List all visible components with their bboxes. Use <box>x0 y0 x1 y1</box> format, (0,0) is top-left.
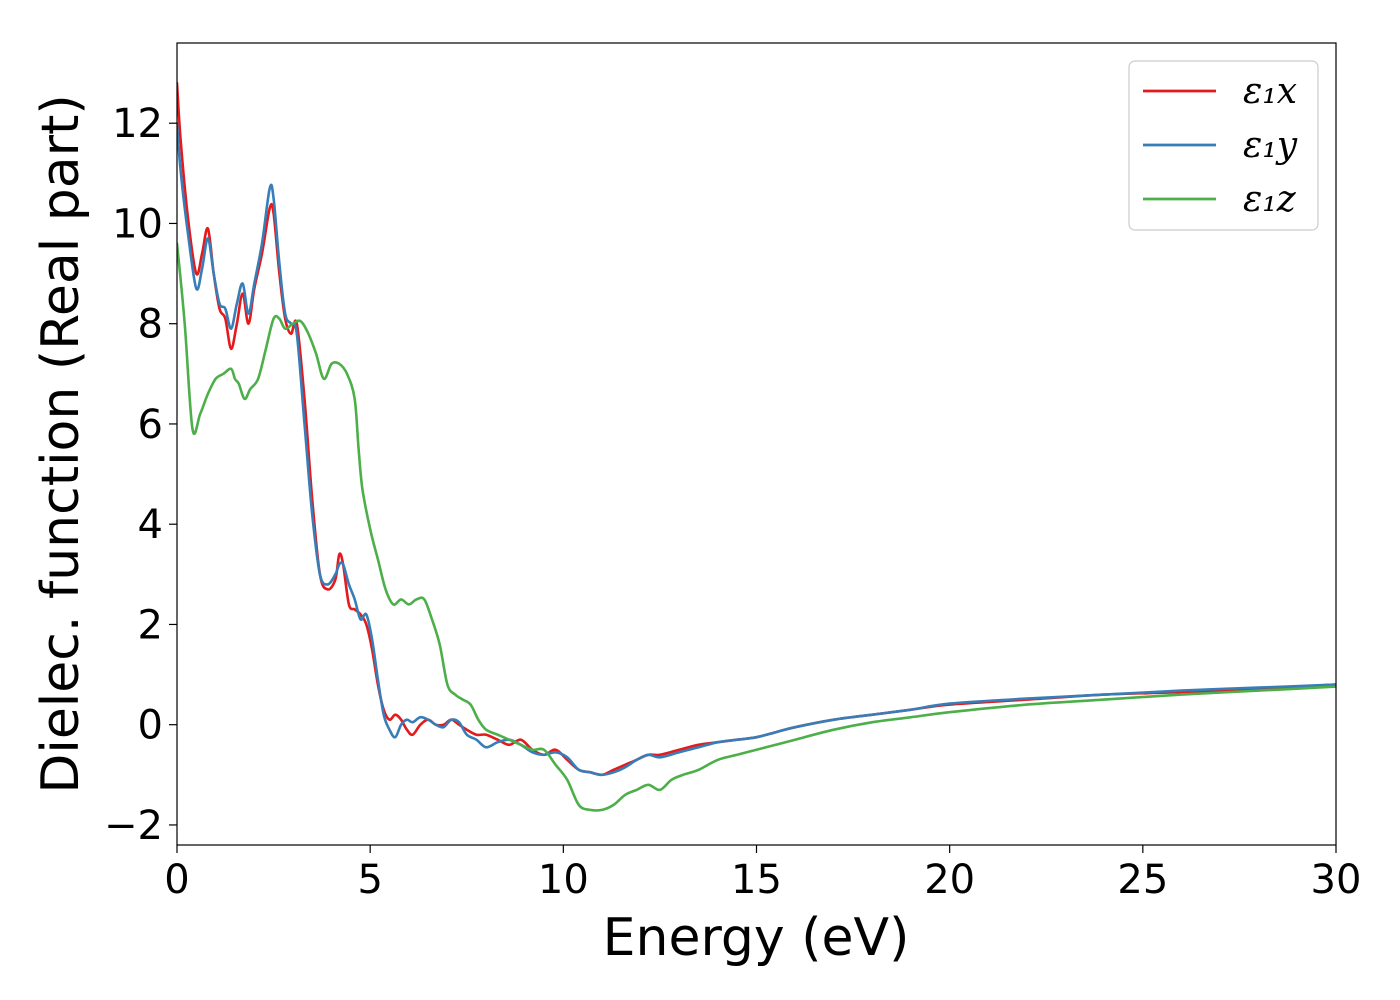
x-tick-label: 20 <box>924 857 975 903</box>
legend-label-2: ε₁z <box>1243 179 1297 220</box>
x-tick-label: 10 <box>538 857 589 903</box>
y-tick-label: 8 <box>138 302 163 348</box>
legend: ε₁x ε₁y ε₁z <box>1128 60 1319 231</box>
legend-label-0: ε₁x <box>1243 71 1297 112</box>
y-tick-label: 0 <box>138 703 163 749</box>
x-tick-label: 30 <box>1311 857 1362 903</box>
y-tick-label: −2 <box>104 803 163 849</box>
y-tick-label: 10 <box>112 201 163 247</box>
x-tick-label: 25 <box>1117 857 1168 903</box>
y-tick-label: 2 <box>138 602 163 648</box>
y-tick-label: 4 <box>138 502 163 548</box>
y-axis: −2 0 2 4 6 8 10 12 <box>104 101 177 849</box>
y-tick-label: 6 <box>138 402 163 448</box>
legend-label-1: ε₁y <box>1243 125 1298 166</box>
y-axis-title: Dielec. function (Real part) <box>31 94 91 793</box>
series-group <box>177 81 1336 812</box>
x-tick-label: 0 <box>164 857 189 903</box>
series-line-2 <box>177 242 1336 812</box>
x-axis-title: Energy (eV) <box>603 908 910 968</box>
y-tick-label: 12 <box>112 101 163 147</box>
x-axis: 0 5 10 15 20 25 30 <box>164 845 1361 903</box>
legend-box <box>1128 60 1319 231</box>
series-line-1 <box>177 121 1336 777</box>
x-tick-label: 5 <box>357 857 382 903</box>
x-tick-label: 15 <box>731 857 782 903</box>
